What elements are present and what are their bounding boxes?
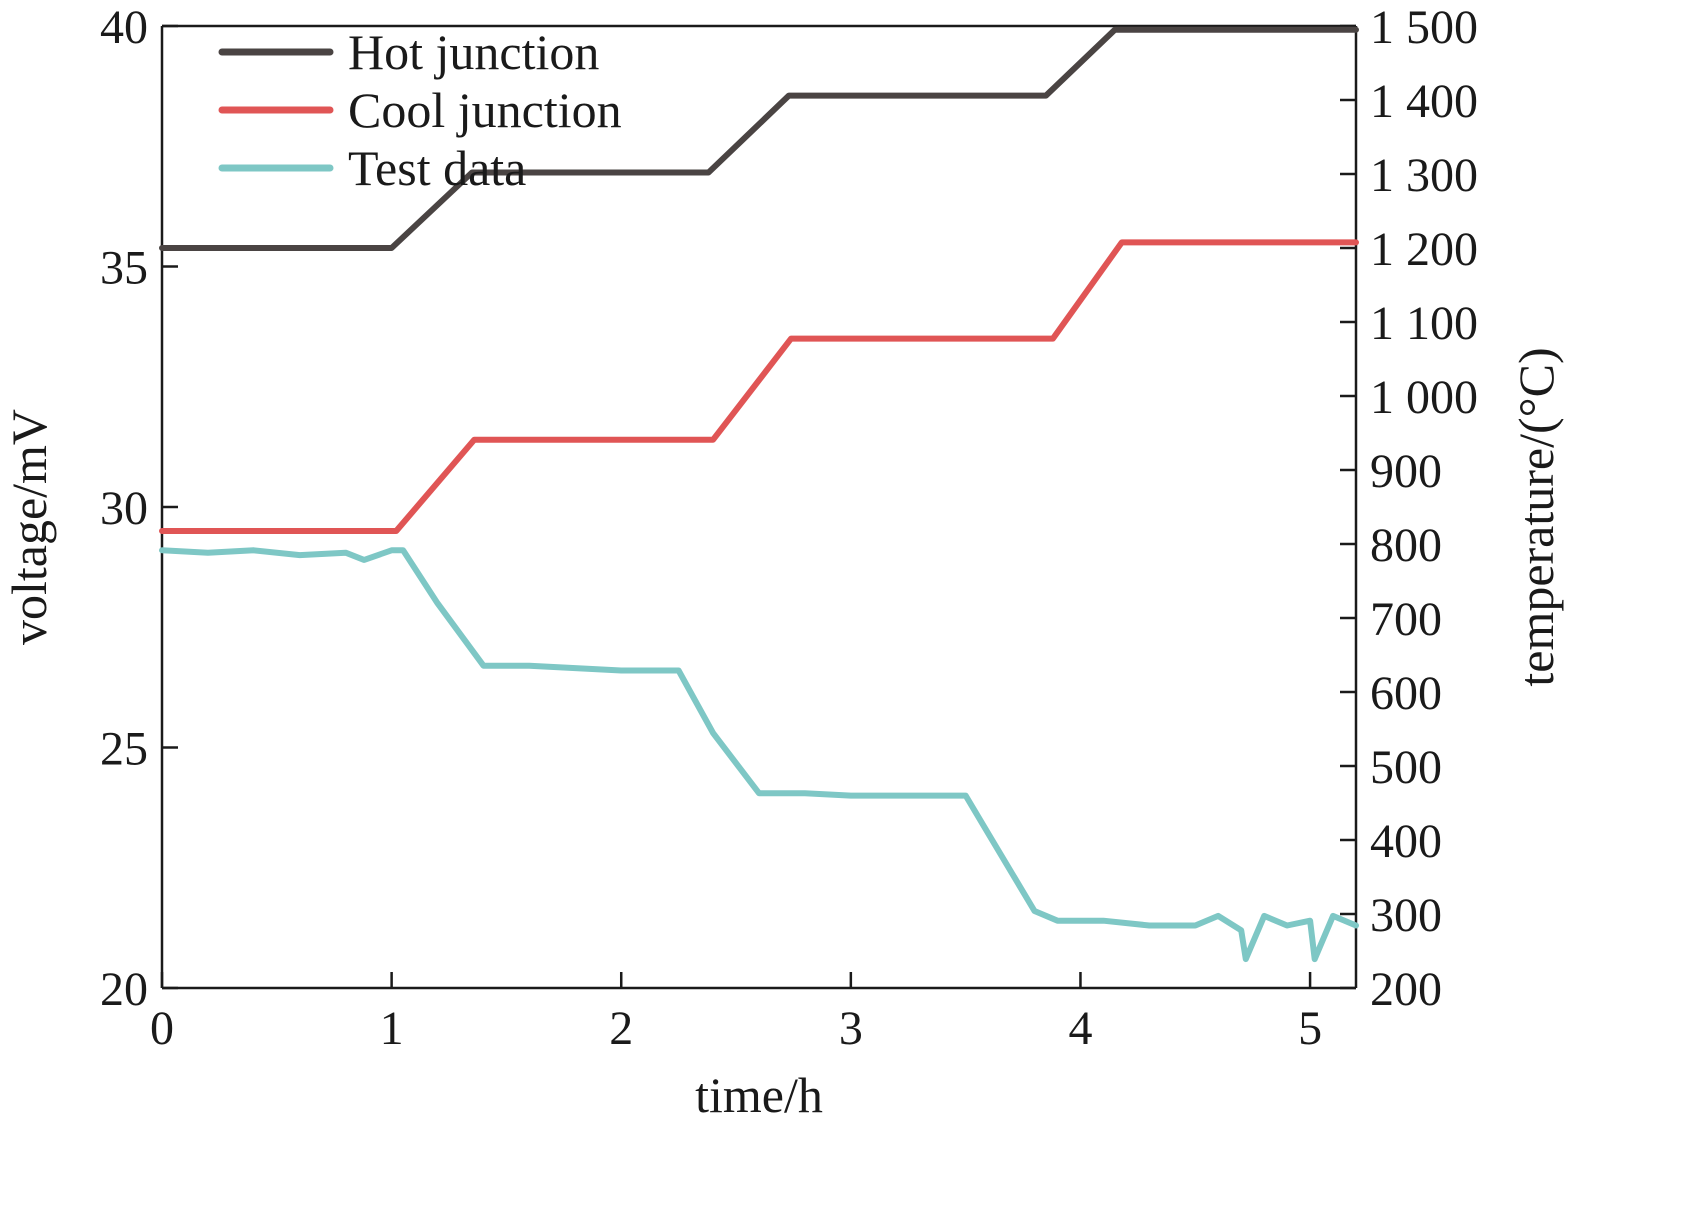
y2-tick-label: 200 [1370,963,1442,1016]
x-tick-label: 3 [839,1002,863,1055]
y2-tick-label: 1 500 [1370,1,1478,54]
y2-tick-label: 400 [1370,815,1442,868]
y-tick-label: 40 [100,1,148,54]
series-line-hot-junction [159,26,1359,251]
y2-tick-label: 1 100 [1370,297,1478,350]
series-line-test-data [159,547,1359,963]
x-tick-label: 1 [380,1002,404,1055]
x-axis-ticks: 0 1 2 3 4 5 [150,972,1322,1055]
y2-tick-label: 1 200 [1370,223,1478,276]
y2-tick-label: 800 [1370,519,1442,572]
series-line-cool-junction [159,239,1359,534]
legend-label: Test data [348,140,526,196]
y-tick-label: 25 [100,723,148,776]
y2-tick-label: 1 400 [1370,75,1478,128]
x-tick-label: 0 [150,1002,174,1055]
x-axis-title: time/h [695,1067,823,1123]
y-tick-label: 30 [100,482,148,535]
y2-tick-label: 1 300 [1370,149,1478,202]
x-tick-label: 5 [1298,1002,1322,1055]
plot-frame [160,24,1358,990]
x-tick-label: 2 [609,1002,633,1055]
y-axis-title: voltage/mV [1,409,57,645]
y2-tick-label: 300 [1370,889,1442,942]
y2-tick-label: 700 [1370,593,1442,646]
x-tick-label: 4 [1068,1002,1092,1055]
legend-label: Hot junction [348,24,599,80]
series-layer [159,26,1359,963]
y2-tick-label: 600 [1370,667,1442,720]
y2-tick-label: 900 [1370,445,1442,498]
y-tick-label: 20 [100,963,148,1016]
y2-axis-title: temperature/(°C) [1508,347,1564,686]
legend-label: Cool junction [348,82,622,138]
y2-tick-label: 500 [1370,741,1442,794]
y2-axis-ticks: 200 300 400 500 600 700 800 900 1 000 1 100 1 200 1… [1340,1,1478,1016]
y-axis-ticks: 20 25 30 35 40 [100,1,178,1016]
y-tick-label: 35 [100,242,148,295]
y2-tick-label: 1 000 [1370,371,1478,424]
